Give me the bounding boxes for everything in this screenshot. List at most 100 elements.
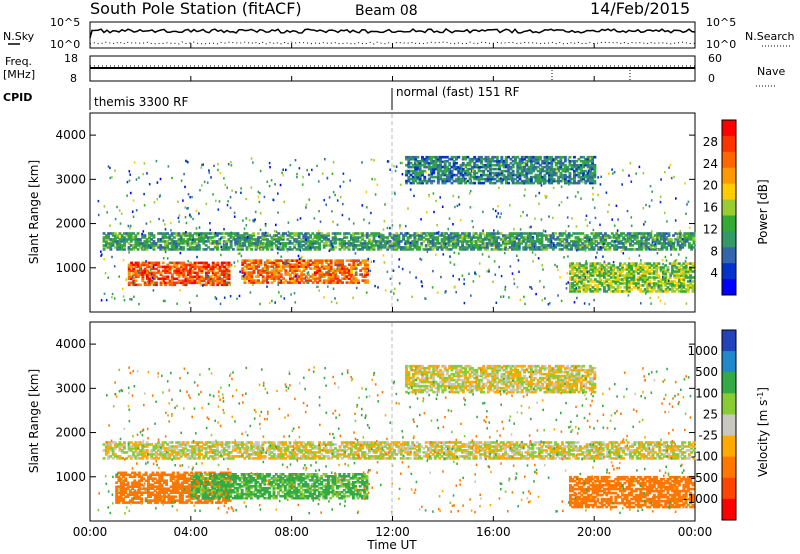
heatmap-cell	[525, 155, 529, 159]
heatmap-cell	[332, 281, 335, 284]
heatmap-cell	[565, 230, 567, 233]
heatmap-cell	[534, 177, 538, 181]
heatmap-cell	[639, 276, 643, 279]
heatmap-cell	[649, 296, 652, 300]
heatmap-cell	[632, 274, 636, 277]
heatmap-cell	[347, 273, 351, 276]
heatmap-cell	[354, 252, 357, 255]
heatmap-cell	[507, 163, 511, 167]
heatmap-cell	[418, 173, 422, 177]
heatmap-cell	[118, 238, 122, 241]
heatmap-cell	[411, 181, 415, 185]
heatmap-cell	[534, 217, 536, 220]
heatmap-cell	[248, 277, 251, 280]
heatmap-cell	[442, 238, 446, 241]
heatmap-cell	[607, 284, 609, 287]
nsky-tick-bottom: 10^0	[50, 38, 80, 51]
heatmap-cell	[132, 453, 135, 456]
heatmap-cell	[332, 269, 335, 272]
heatmap-cell	[482, 171, 486, 175]
heatmap-cell	[230, 231, 233, 234]
heatmap-cell	[264, 223, 267, 226]
heatmap-cell	[381, 240, 385, 243]
heatmap-cell	[474, 244, 478, 247]
heatmap-cell	[607, 278, 611, 281]
heatmap-cell	[612, 274, 615, 277]
heatmap-cell	[491, 167, 495, 171]
heatmap-cell	[130, 191, 132, 195]
heatmap-cell	[182, 265, 186, 269]
heatmap-cell	[116, 234, 120, 237]
heatmap-cell	[129, 445, 133, 448]
heatmap-cell	[284, 269, 288, 272]
heatmap-cell	[565, 246, 569, 249]
heatmap-cell	[594, 216, 597, 220]
heatmap-cell	[571, 282, 575, 285]
heatmap-cell	[146, 273, 149, 277]
heatmap-cell	[393, 165, 395, 168]
heatmap-cell	[573, 181, 576, 185]
heatmap-cell	[311, 232, 315, 235]
nave-tick-bottom: 0	[708, 72, 715, 85]
heatmap-cell	[335, 273, 338, 276]
heatmap-cell	[573, 173, 576, 177]
heatmap-cell	[102, 443, 106, 446]
heatmap-cell	[688, 226, 691, 229]
heatmap-cell	[370, 240, 374, 243]
heatmap-cell	[591, 173, 594, 177]
heatmap-cell	[692, 246, 696, 249]
heatmap-cell	[136, 265, 140, 269]
heatmap-cell	[643, 223, 645, 226]
heatmap-cell	[666, 270, 670, 273]
heatmap-cell	[420, 234, 424, 237]
heatmap-cell	[459, 163, 463, 167]
heatmap-cell	[584, 274, 588, 277]
heatmap-cell	[116, 246, 120, 249]
heatmap-cell	[193, 242, 197, 245]
heatmap-cell	[182, 199, 184, 202]
heatmap-cell	[567, 248, 571, 251]
heatmap-cell	[186, 234, 190, 237]
heatmap-cell	[320, 263, 324, 266]
heatmap-cell	[363, 246, 367, 249]
heatmap-cell	[426, 250, 429, 253]
heatmap-cell	[597, 176, 599, 179]
heatmap-cell	[611, 168, 613, 171]
heatmap-cell	[635, 238, 639, 241]
heatmap-cell	[356, 260, 358, 263]
heatmap-cell	[669, 163, 672, 167]
heatmap-cell	[425, 159, 429, 163]
heatmap-cell	[449, 248, 453, 251]
heatmap-cell	[274, 301, 276, 304]
heatmap-cell	[439, 163, 442, 167]
heatmap-cell	[599, 183, 602, 186]
heatmap-cell	[191, 234, 194, 237]
heatmap-cell	[618, 268, 622, 271]
heatmap-cell	[377, 244, 380, 247]
heatmap-cell	[475, 272, 477, 276]
heatmap-cell	[298, 265, 301, 268]
heatmap-cell	[421, 157, 424, 161]
heatmap-cell	[123, 447, 126, 450]
heatmap-cell	[140, 245, 142, 248]
heatmap-cell	[589, 266, 593, 269]
heatmap-cell	[472, 232, 476, 235]
heatmap-cell	[507, 165, 511, 169]
heatmap-cell	[598, 278, 602, 281]
heatmap-cell	[384, 289, 387, 292]
heatmap-cell	[313, 273, 317, 276]
heatmap-cell	[486, 161, 490, 165]
heatmap-cell	[136, 269, 140, 273]
heatmap-cell	[609, 282, 613, 285]
heatmap-cell	[569, 288, 572, 291]
heatmap-cell	[650, 264, 654, 267]
heatmap-cell	[311, 267, 315, 270]
heatmap-cell	[139, 265, 143, 269]
heatmap-cell	[531, 287, 533, 290]
heatmap-cell	[690, 236, 694, 239]
heatmap-cell	[608, 248, 612, 251]
heatmap-cell	[522, 248, 526, 251]
heatmap-cell	[557, 169, 560, 173]
heatmap-cell	[468, 159, 472, 163]
heatmap-cell	[209, 236, 213, 239]
